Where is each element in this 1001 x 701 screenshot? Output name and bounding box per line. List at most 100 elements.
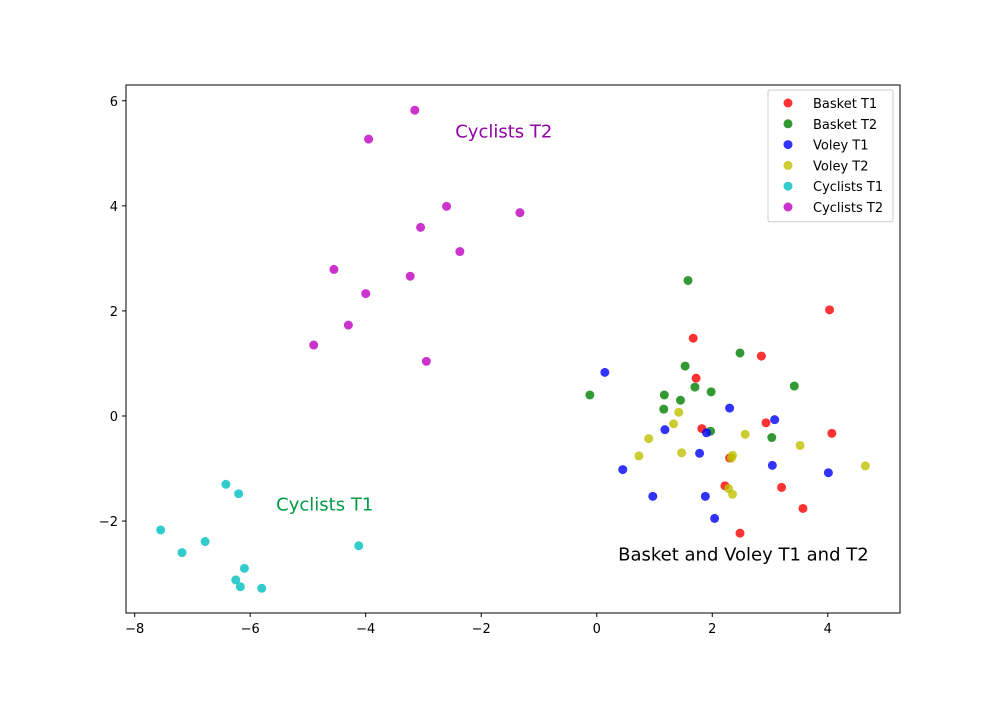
- data-point: [674, 407, 684, 417]
- data-point: [156, 525, 166, 535]
- data-point: [669, 419, 679, 429]
- series-basket-t1: [688, 305, 837, 538]
- data-point: [770, 415, 780, 425]
- data-point: [600, 367, 610, 377]
- data-point: [644, 434, 654, 444]
- y-tick-label: −2: [99, 515, 118, 530]
- data-point: [688, 333, 698, 343]
- data-point: [231, 575, 241, 585]
- data-point: [706, 387, 716, 397]
- x-tick-label: 4: [824, 622, 832, 637]
- data-point: [239, 563, 249, 573]
- data-point: [725, 403, 735, 413]
- data-point: [702, 428, 711, 438]
- legend-label: Voley T2: [813, 159, 869, 174]
- data-point: [405, 271, 415, 281]
- y-tick-label: 4: [110, 200, 118, 215]
- data-point: [361, 289, 371, 299]
- data-point: [683, 275, 693, 285]
- legend: Basket T1 Basket T2 Voley T1 Voley T2 Cyclis…: [767, 89, 894, 223]
- data-point: [329, 264, 339, 274]
- series-basket-t2: [585, 275, 799, 443]
- data-points: [156, 105, 870, 593]
- data-point: [309, 340, 319, 350]
- data-point: [410, 105, 420, 115]
- data-point: [442, 201, 452, 211]
- x-tick-label: 0: [593, 622, 601, 637]
- x-tick-label: −2: [472, 622, 491, 637]
- data-point: [777, 482, 787, 492]
- y-tick-label: 0: [110, 410, 118, 425]
- y-tick-label: 6: [110, 95, 118, 110]
- data-point: [177, 548, 187, 558]
- data-point: [695, 448, 705, 458]
- data-point: [618, 465, 628, 475]
- data-point: [767, 460, 777, 470]
- data-point: [691, 373, 701, 383]
- data-point: [234, 489, 244, 499]
- annotation-label: Basket and Voley T1 and T2: [618, 544, 869, 565]
- data-point: [827, 428, 837, 438]
- data-point: [416, 222, 426, 232]
- x-tick-label: −4: [356, 622, 375, 637]
- data-point: [825, 305, 835, 315]
- data-point: [735, 348, 745, 358]
- legend-marker: [783, 181, 793, 191]
- legend-label: Voley T1: [813, 139, 869, 154]
- data-point: [727, 489, 737, 499]
- data-point: [680, 361, 690, 371]
- legend-marker: [783, 160, 793, 170]
- data-point: [860, 461, 870, 471]
- series-voley-t1: [600, 367, 833, 523]
- axis-ticks: −8 −6 −4 −2 0 2 4 −2 0 2 4 6: [99, 95, 832, 637]
- data-point: [735, 528, 745, 538]
- series-cyclists-t2: [309, 105, 525, 366]
- data-point: [343, 320, 353, 330]
- data-point: [823, 468, 833, 478]
- data-point: [761, 418, 771, 428]
- data-point: [257, 583, 267, 593]
- data-point: [767, 433, 777, 443]
- data-point: [634, 451, 644, 461]
- data-point: [676, 395, 686, 405]
- y-tick-label: 2: [110, 305, 118, 320]
- data-point: [677, 448, 687, 458]
- data-point: [455, 247, 465, 257]
- legend-box: [767, 89, 894, 223]
- data-point: [659, 404, 669, 414]
- legend-marker: [783, 140, 793, 150]
- x-tick-label: −6: [241, 622, 260, 637]
- data-point: [659, 390, 669, 400]
- plot-frame: [125, 84, 901, 614]
- series-cyclists-t1: [156, 479, 364, 593]
- data-point: [690, 382, 700, 392]
- x-tick-label: −8: [125, 622, 144, 637]
- data-point: [235, 582, 245, 592]
- legend-marker: [783, 98, 793, 108]
- annotation-label: Cyclists T2: [455, 122, 552, 143]
- data-point: [648, 491, 658, 501]
- data-point: [710, 513, 720, 523]
- data-point: [740, 429, 750, 439]
- data-point: [221, 479, 231, 489]
- data-point: [798, 503, 808, 513]
- data-point: [200, 537, 210, 547]
- data-point: [789, 381, 799, 391]
- x-tick-label: 2: [708, 622, 716, 637]
- data-point: [700, 491, 710, 501]
- legend-label: Cyclists T2: [813, 201, 883, 216]
- data-point: [364, 134, 374, 144]
- legend-label: Cyclists T1: [813, 180, 883, 195]
- data-point: [756, 351, 766, 361]
- data-point: [354, 541, 364, 551]
- legend-label: Basket T2: [813, 118, 877, 133]
- data-point: [585, 390, 595, 400]
- legend-label: Basket T1: [813, 97, 877, 112]
- annotations: Cyclists T2 Cyclists T1 Basket and Voley T…: [276, 122, 869, 566]
- series-voley-t2: [634, 407, 870, 499]
- legend-marker: [783, 119, 793, 129]
- data-point: [726, 453, 736, 463]
- legend-marker: [783, 202, 793, 212]
- annotation-label: Cyclists T1: [276, 495, 373, 516]
